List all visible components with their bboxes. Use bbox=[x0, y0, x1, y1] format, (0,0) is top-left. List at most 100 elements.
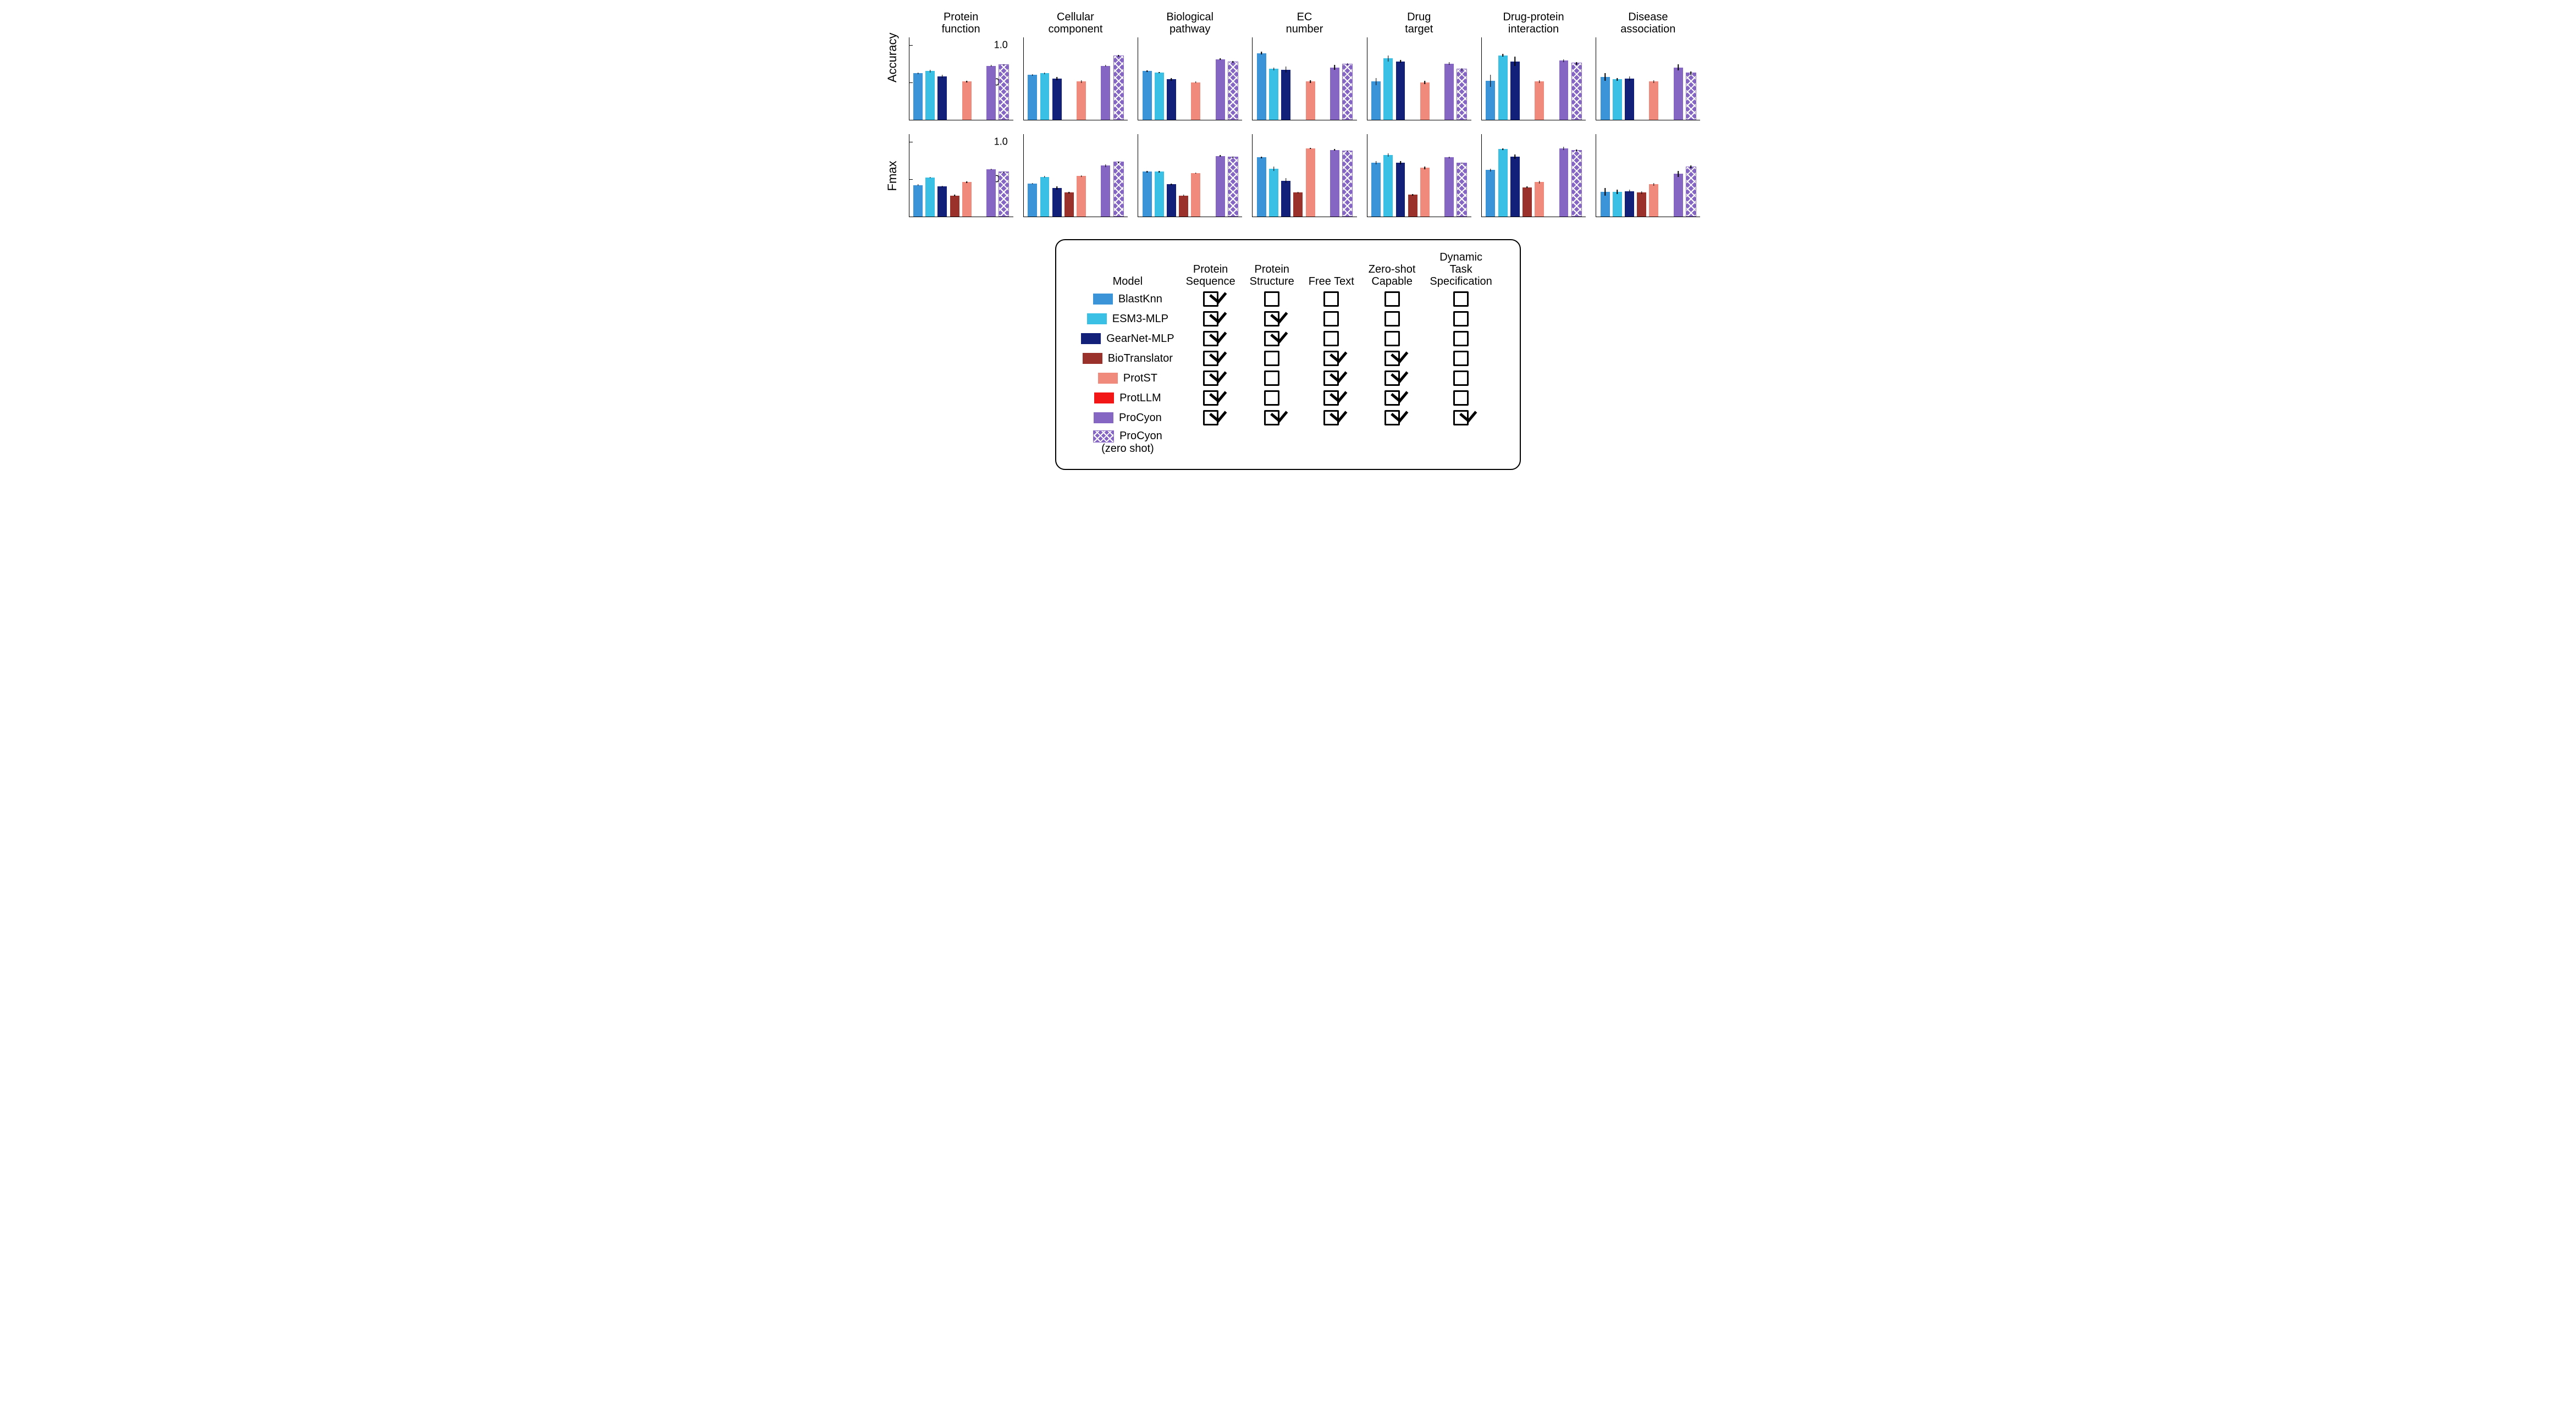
bar-esm3 bbox=[925, 71, 935, 120]
bar-blastknn bbox=[1486, 81, 1495, 120]
error-bar bbox=[1376, 78, 1377, 86]
bar-esm3 bbox=[1155, 172, 1164, 217]
bar-blastknn bbox=[1601, 192, 1610, 217]
error-bar bbox=[1273, 68, 1275, 70]
error-bar bbox=[1539, 181, 1540, 184]
bar-esm3 bbox=[1613, 79, 1622, 120]
bar-procyon bbox=[1444, 64, 1454, 120]
error-bar bbox=[1105, 164, 1106, 167]
bar-protst bbox=[1535, 81, 1544, 120]
bar-procyon bbox=[986, 169, 996, 217]
bar-esm3 bbox=[1040, 177, 1050, 217]
legend-model-cell: ProtLLM bbox=[1080, 390, 1174, 406]
bar-procyon bbox=[1330, 150, 1339, 217]
error-bar bbox=[1081, 175, 1082, 177]
bar-blastknn bbox=[1257, 157, 1266, 217]
bar-biotrans bbox=[1179, 196, 1188, 217]
unchecked-icon bbox=[1453, 291, 1469, 307]
error-bar bbox=[1044, 73, 1045, 74]
check-icon bbox=[1203, 331, 1218, 346]
error-bar bbox=[942, 186, 943, 187]
check-icon bbox=[1264, 331, 1279, 346]
error-bar bbox=[1461, 68, 1463, 71]
legend-model-cell: ProCyon (zero shot) bbox=[1080, 429, 1174, 456]
error-bar bbox=[1376, 161, 1377, 164]
check-icon bbox=[1453, 410, 1469, 425]
bar-gearnet bbox=[1510, 62, 1520, 120]
legend-box: ModelProtein SequenceProtein StructureFr… bbox=[1055, 239, 1521, 470]
legend-check-cell bbox=[1183, 291, 1239, 307]
error-bar bbox=[1118, 55, 1119, 57]
chart-panel bbox=[1367, 134, 1471, 217]
bar-protst bbox=[1077, 81, 1086, 120]
unchecked-icon bbox=[1384, 311, 1400, 327]
bar-protst bbox=[962, 182, 972, 217]
bar-esm3 bbox=[1040, 73, 1050, 120]
unchecked-icon bbox=[1264, 370, 1279, 386]
bar-biotrans bbox=[1408, 195, 1417, 217]
error-bar bbox=[1388, 56, 1389, 62]
legend-check-cell bbox=[1426, 330, 1495, 347]
error-bar bbox=[1629, 76, 1630, 81]
bar-procyon_zs bbox=[1457, 69, 1467, 120]
chart-panel bbox=[1596, 134, 1700, 217]
unchecked-icon bbox=[1323, 311, 1339, 327]
bar-procyon bbox=[1674, 174, 1683, 217]
error-bar bbox=[1056, 77, 1057, 80]
check-icon bbox=[1203, 390, 1218, 406]
check-icon bbox=[1203, 370, 1218, 386]
error-bar bbox=[1146, 171, 1148, 173]
error-bar bbox=[1044, 176, 1045, 178]
legend-check-cell bbox=[1183, 330, 1239, 347]
error-bar bbox=[1653, 183, 1654, 186]
error-bar bbox=[1617, 78, 1618, 81]
legend-swatch bbox=[1087, 313, 1107, 324]
chart-panel: 0.51.0 bbox=[909, 134, 1013, 217]
check-icon bbox=[1384, 410, 1400, 425]
bar-procyon bbox=[1444, 157, 1454, 217]
bar-procyon_zs bbox=[1686, 73, 1696, 120]
error-bar bbox=[1003, 64, 1005, 66]
panel-title: Cellular component bbox=[1023, 11, 1128, 35]
bar-protst bbox=[1306, 148, 1315, 217]
bar-blastknn bbox=[1143, 71, 1152, 120]
error-bar bbox=[1220, 155, 1221, 157]
metric-row-accuracy: AccuracyProtein function0.51.0Cellular c… bbox=[876, 11, 1701, 120]
error-bar bbox=[1502, 148, 1503, 150]
bar-procyon_zs bbox=[1342, 151, 1353, 217]
unchecked-icon bbox=[1453, 331, 1469, 346]
chart-panel bbox=[1138, 134, 1242, 217]
error-bar bbox=[1515, 57, 1516, 65]
error-bar bbox=[1159, 171, 1160, 173]
bar-protst bbox=[1077, 176, 1086, 217]
legend-check-cell bbox=[1426, 311, 1495, 327]
unchecked-icon bbox=[1453, 311, 1469, 327]
error-bar bbox=[1629, 190, 1630, 192]
legend-check-cell bbox=[1305, 410, 1358, 426]
check-icon bbox=[1203, 291, 1218, 307]
bar-gearnet bbox=[1052, 79, 1062, 120]
legend-model-cell: BioTranslator bbox=[1080, 350, 1174, 367]
error-bar bbox=[1641, 191, 1642, 194]
legend-check-cell bbox=[1246, 370, 1298, 386]
error-bar bbox=[1032, 74, 1033, 76]
unchecked-icon bbox=[1323, 291, 1339, 307]
legend-swatch bbox=[1093, 430, 1114, 443]
error-bar bbox=[1220, 58, 1221, 60]
bar-blastknn bbox=[913, 73, 923, 120]
error-bar bbox=[1691, 165, 1692, 168]
legend-check-cell bbox=[1365, 370, 1419, 386]
legend-model-name: ProtLLM bbox=[1119, 392, 1161, 404]
error-bar bbox=[1105, 65, 1106, 67]
bar-chart bbox=[1138, 37, 1242, 120]
panel-title: Disease association bbox=[1596, 11, 1700, 35]
error-bar bbox=[1159, 72, 1160, 74]
error-bar bbox=[918, 184, 919, 186]
bar-protst bbox=[1535, 182, 1544, 217]
error-bar bbox=[1400, 161, 1401, 164]
legend-check-cell bbox=[1183, 429, 1239, 456]
bar-blastknn bbox=[1028, 184, 1037, 217]
bar-procyon bbox=[1101, 66, 1110, 120]
error-bar bbox=[1347, 151, 1348, 152]
bar-esm3 bbox=[1269, 169, 1278, 217]
